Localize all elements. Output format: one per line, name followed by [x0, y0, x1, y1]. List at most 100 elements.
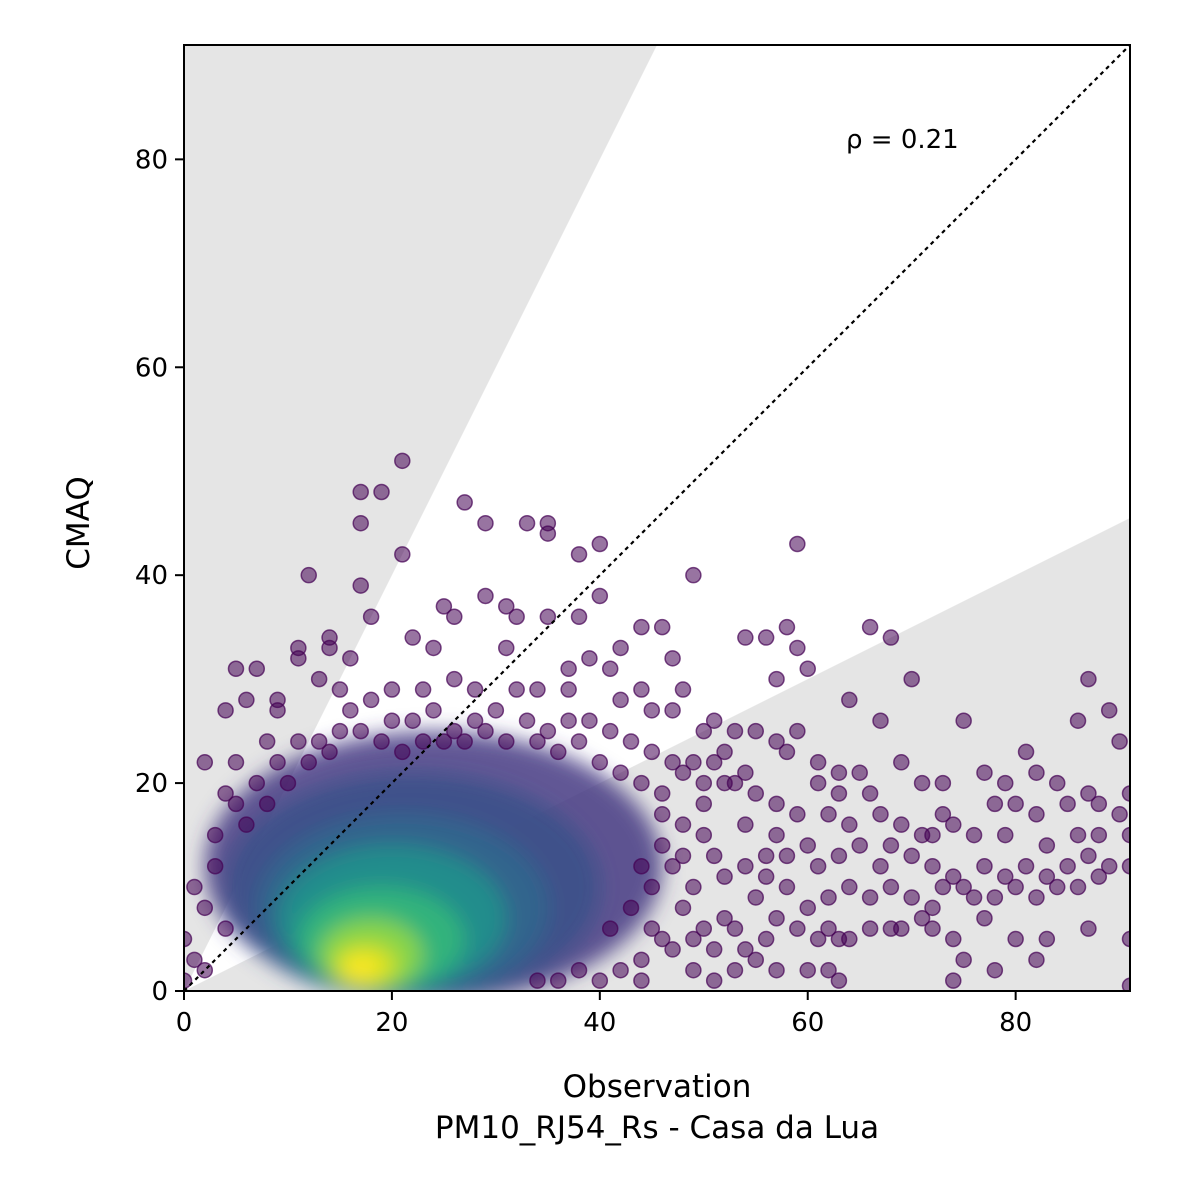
data-point	[789, 639, 806, 657]
data-point	[1048, 878, 1066, 896]
data-point	[342, 702, 359, 719]
data-point	[747, 951, 765, 969]
data-point	[1069, 826, 1087, 844]
data-point	[446, 722, 463, 740]
data-point	[955, 878, 972, 896]
data-point	[685, 961, 702, 979]
data-point	[768, 733, 785, 750]
data-point	[570, 733, 588, 750]
data-point	[830, 764, 848, 781]
data-point	[820, 961, 837, 979]
data-point	[539, 608, 557, 626]
data-point	[997, 774, 1014, 792]
data-point	[560, 681, 577, 698]
data-point	[664, 650, 681, 667]
data-point	[1038, 868, 1056, 885]
data-point	[737, 816, 754, 833]
data-point	[820, 806, 837, 823]
data-point	[487, 702, 505, 719]
data-point	[1048, 774, 1066, 792]
data-point	[591, 972, 609, 989]
data-point	[373, 733, 390, 750]
data-point	[1090, 868, 1108, 885]
data-point	[321, 639, 338, 657]
data-point	[477, 722, 494, 740]
data-point	[986, 795, 1004, 813]
data-point	[435, 733, 453, 750]
data-point	[997, 826, 1014, 844]
x-axis-label: Observation	[563, 1069, 752, 1105]
data-point	[477, 514, 494, 532]
data-point	[425, 702, 442, 719]
data-point	[841, 691, 858, 709]
data-point	[601, 722, 619, 740]
y-axis-ticks: 0 20 40 60 80	[135, 145, 184, 1007]
data-point	[643, 743, 661, 761]
data-point	[206, 858, 224, 875]
data-point	[1007, 795, 1024, 813]
data-point	[851, 837, 868, 854]
data-point	[414, 733, 432, 750]
data-point	[633, 858, 650, 875]
data-point	[612, 691, 629, 709]
data-point	[965, 826, 983, 844]
data-point	[820, 920, 837, 937]
data-point	[227, 795, 245, 813]
x-tick-label: 80	[999, 1008, 1032, 1038]
data-point	[799, 660, 816, 677]
data-point	[664, 702, 681, 719]
data-point	[404, 712, 421, 729]
data-point	[300, 566, 317, 584]
data-point	[601, 660, 619, 677]
data-point	[498, 639, 515, 657]
data-point	[882, 878, 900, 896]
data-point	[300, 754, 317, 771]
data-point	[861, 618, 879, 636]
data-point	[757, 629, 775, 646]
data-point	[893, 920, 910, 937]
data-point	[955, 712, 972, 729]
data-point	[1080, 785, 1097, 802]
data-point	[342, 650, 359, 667]
data-point	[737, 629, 754, 646]
data-point	[674, 764, 692, 781]
data-point	[633, 972, 650, 989]
data-point	[747, 722, 765, 740]
y-tick-label: 20	[135, 769, 168, 799]
data-point	[258, 733, 276, 750]
data-point	[685, 754, 702, 771]
data-point	[789, 535, 806, 553]
data-point	[446, 670, 463, 688]
density-cloud	[204, 731, 663, 991]
y-tick-label: 0	[151, 977, 168, 1007]
data-point	[1121, 977, 1130, 991]
data-point	[1090, 795, 1108, 813]
data-point	[269, 702, 286, 719]
data-point	[310, 733, 328, 750]
data-point	[861, 920, 879, 937]
data-point	[778, 743, 796, 761]
data-point	[196, 899, 214, 917]
data-point	[737, 941, 754, 958]
data-point	[331, 722, 349, 740]
data-point	[903, 670, 920, 688]
data-point	[466, 681, 484, 698]
data-point	[633, 681, 650, 698]
data-point	[653, 837, 671, 854]
data-point	[186, 951, 203, 969]
data-point	[518, 514, 536, 532]
data-point	[560, 712, 577, 729]
data-point	[570, 961, 588, 979]
data-point	[435, 598, 453, 615]
data-point	[705, 754, 723, 771]
data-point	[705, 941, 723, 958]
data-point	[290, 650, 307, 667]
data-point	[248, 774, 266, 792]
x-tick-label: 0	[176, 1008, 193, 1038]
data-point	[643, 920, 661, 937]
data-point	[861, 889, 879, 906]
data-point	[747, 889, 765, 906]
data-point	[913, 826, 931, 844]
data-point	[373, 483, 390, 501]
data-point	[186, 878, 203, 896]
